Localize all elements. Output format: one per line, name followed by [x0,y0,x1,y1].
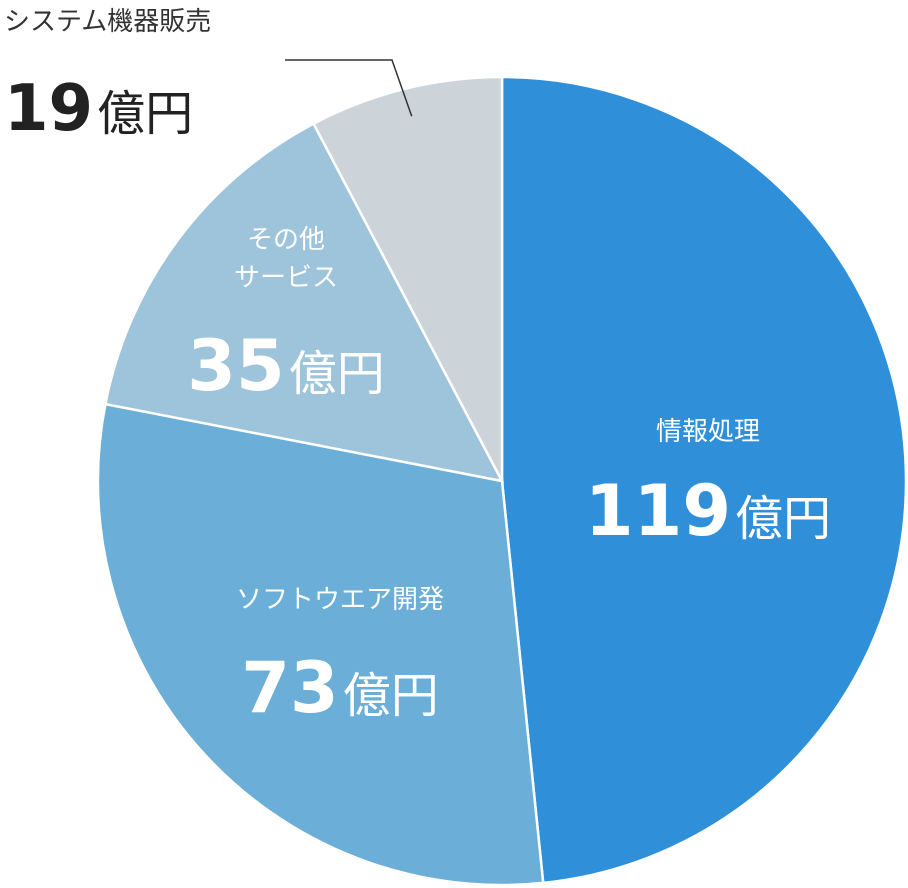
slice-label-name-1: 情報処理 [656,417,760,447]
slice-label-value-2: 73億円 [241,647,438,729]
leader-line-4 [285,59,413,117]
slice-label-value-3: 35億円 [187,325,384,407]
slice-value-unit-3: 億円 [289,346,385,402]
slice-value-number-2: 73 [241,647,338,729]
slice-label-value-1: 119億円 [585,470,831,552]
pie-slice-1 [500,75,908,885]
pie-slice-4 [311,75,504,482]
slice-label-value-4: 19億円 [4,72,193,146]
slice-value-number-4: 19 [4,72,93,146]
slice-value-unit-1: 億円 [735,491,831,547]
slice-label-name-2: ソフトウエア開発 [236,585,444,615]
pie-slice-2 [96,402,545,887]
slice-value-number-1: 119 [585,470,731,552]
slice-value-unit-2: 億円 [343,668,439,724]
slice-label-name-4: システム機器販売 [4,7,211,37]
slice-label-name-3: その他 [247,225,325,255]
slice-label-name-3: サービス [234,263,338,293]
slice-value-unit-4: 億円 [97,86,193,142]
pie-leader-lines [285,59,413,117]
slice-value-number-3: 35 [187,325,284,407]
pie-slices [96,75,908,887]
pie-labels: 情報処理119億円ソフトウエア開発73億円その他サービス35億円システム機器販売… [4,7,831,729]
pie-slice-3 [103,121,505,483]
